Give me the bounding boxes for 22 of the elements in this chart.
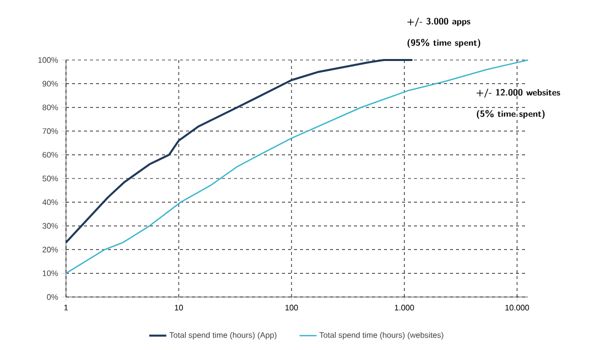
y-tick-label: 100% bbox=[38, 57, 58, 63]
legend-label: Total spend time (hours) (App) bbox=[169, 332, 276, 340]
x-tick-label: 10 bbox=[174, 304, 183, 310]
y-tick-label: 30% bbox=[42, 223, 58, 229]
y-tick-label: 60% bbox=[42, 152, 58, 158]
legend-label: Total spend time (hours) (websites) bbox=[319, 332, 444, 340]
y-tick-label: 20% bbox=[42, 246, 58, 252]
text: +/- 3.000 apps bbox=[407, 18, 470, 27]
text: (95% time spent) bbox=[408, 38, 480, 48]
y-tick-label: 90% bbox=[42, 80, 58, 87]
y-tick-label: 80% bbox=[42, 104, 58, 110]
annotation: (5% time spent) bbox=[476, 110, 545, 120]
x-tick-label: 100 bbox=[285, 304, 298, 310]
annotation: +/- 12.000 websites bbox=[476, 88, 560, 98]
y-tick-label: 40% bbox=[42, 199, 58, 206]
y-tick-label: 0% bbox=[46, 294, 58, 300]
y-tick-label: 50% bbox=[42, 176, 58, 182]
x-tick-label: 1 bbox=[64, 304, 68, 310]
x-tick-label: 10.000 bbox=[505, 304, 529, 310]
y-tick-label: 70% bbox=[42, 128, 58, 134]
y-tick-label: 10% bbox=[42, 270, 58, 276]
x-tick-label: 1.000 bbox=[394, 304, 414, 310]
